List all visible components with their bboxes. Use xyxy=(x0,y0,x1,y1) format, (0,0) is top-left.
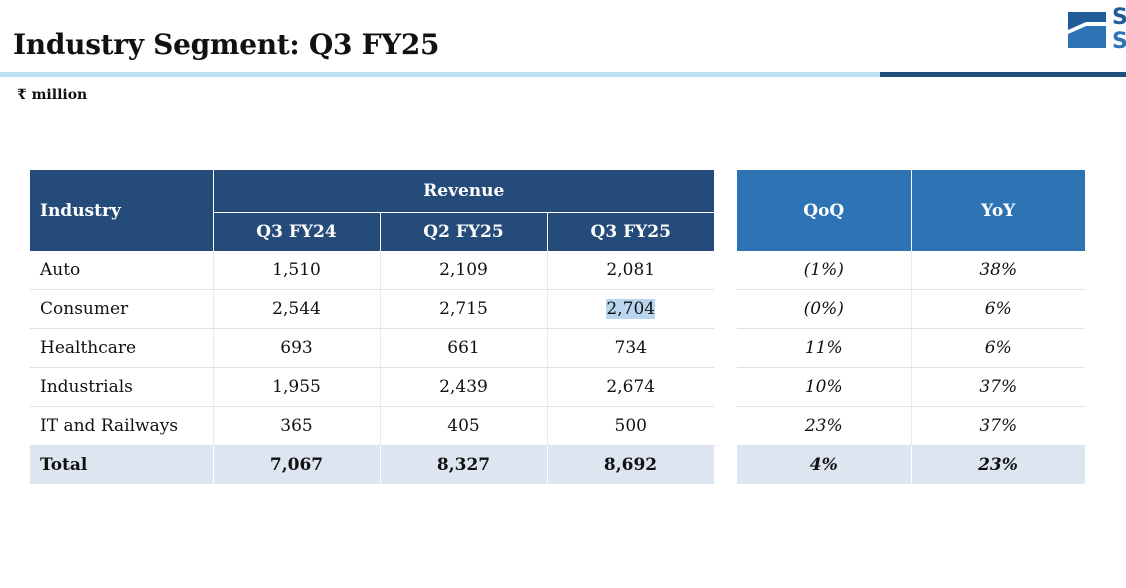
table-row: Industrials 1,955 2,439 2,674 xyxy=(30,367,714,407)
industry-header: Industry xyxy=(30,170,213,251)
svg-text:S: S xyxy=(1112,5,1126,30)
industry-cell: Consumer xyxy=(30,289,214,329)
value-cell: 693 xyxy=(213,328,381,368)
revenue-header: Revenue xyxy=(212,170,714,213)
table-row: Auto 1,510 2,109 2,081 xyxy=(30,251,714,290)
total-row: 4% 23% xyxy=(737,445,1086,484)
value-cell: 2,715 xyxy=(380,289,548,329)
yoy-cell: 6% xyxy=(911,328,1085,368)
period-header-q2fy25: Q2 FY25 xyxy=(379,212,547,251)
value-cell: 2,109 xyxy=(380,251,548,290)
value-cell: 1,510 xyxy=(213,251,381,290)
unit-label: ₹ million xyxy=(17,87,88,103)
industry-cell: Auto xyxy=(30,251,214,290)
selected-text[interactable]: 2,704 xyxy=(606,299,656,319)
qoq-cell: 10% xyxy=(737,367,912,407)
growth-table: QoQ YoY (1%) 38% (0%) 6% 11% 6% 10% 37% … xyxy=(737,170,1086,484)
qoq-cell: (0%) xyxy=(737,289,912,329)
total-value: 8,692 xyxy=(547,445,715,484)
value-cell: 1,955 xyxy=(213,367,381,407)
title-rule-light xyxy=(0,72,880,77)
qoq-cell: 23% xyxy=(737,406,912,446)
industry-cell: Healthcare xyxy=(30,328,214,368)
yoy-cell: 37% xyxy=(911,367,1085,407)
table-row: 10% 37% xyxy=(737,367,1085,407)
value-cell: 2,544 xyxy=(213,289,381,329)
value-cell: 365 xyxy=(213,406,381,446)
table-row: 11% 6% xyxy=(737,328,1085,368)
page-title: Industry Segment: Q3 FY25 xyxy=(13,28,440,61)
table-row: (1%) 38% xyxy=(737,251,1085,290)
table-row: IT and Railways 365 405 500 xyxy=(30,406,714,446)
industry-cell: Industrials xyxy=(30,367,214,407)
value-cell: 2,081 xyxy=(547,251,714,290)
total-row: Total 7,067 8,327 8,692 xyxy=(30,445,715,484)
total-value: 8,327 xyxy=(380,445,548,484)
value-cell: 2,674 xyxy=(547,367,714,407)
total-qoq: 4% xyxy=(737,445,912,484)
qoq-header: QoQ xyxy=(737,170,911,251)
qoq-cell: (1%) xyxy=(737,251,912,290)
period-header-q3fy24: Q3 FY24 xyxy=(212,212,380,251)
table-row: (0%) 6% xyxy=(737,289,1085,329)
period-header-q3fy25: Q3 FY25 xyxy=(546,212,714,251)
industry-cell: IT and Railways xyxy=(30,406,214,446)
value-cell: 2,439 xyxy=(380,367,548,407)
revenue-table: Industry Revenue Q3 FY24 Q2 FY25 Q3 FY25… xyxy=(30,170,715,484)
total-value: 7,067 xyxy=(213,445,381,484)
total-yoy: 23% xyxy=(911,445,1086,484)
table-row: Healthcare 693 661 734 xyxy=(30,328,714,368)
svg-text:S: S xyxy=(1112,29,1126,50)
value-cell: 734 xyxy=(547,328,714,368)
table-row: 23% 37% xyxy=(737,406,1085,446)
yoy-cell: 6% xyxy=(911,289,1085,329)
value-cell: 500 xyxy=(547,406,714,446)
yoy-cell: 38% xyxy=(911,251,1085,290)
value-cell[interactable]: 2,704 xyxy=(547,289,714,329)
value-cell: 661 xyxy=(380,328,548,368)
total-label: Total xyxy=(30,445,214,484)
yoy-header: YoY xyxy=(910,170,1085,251)
company-logo-s-icon: S S xyxy=(1068,5,1126,50)
yoy-cell: 37% xyxy=(911,406,1085,446)
table-row: Consumer 2,544 2,715 2,704 xyxy=(30,289,714,329)
value-cell: 405 xyxy=(380,406,548,446)
title-rule-dark xyxy=(880,72,1126,77)
qoq-cell: 11% xyxy=(737,328,912,368)
